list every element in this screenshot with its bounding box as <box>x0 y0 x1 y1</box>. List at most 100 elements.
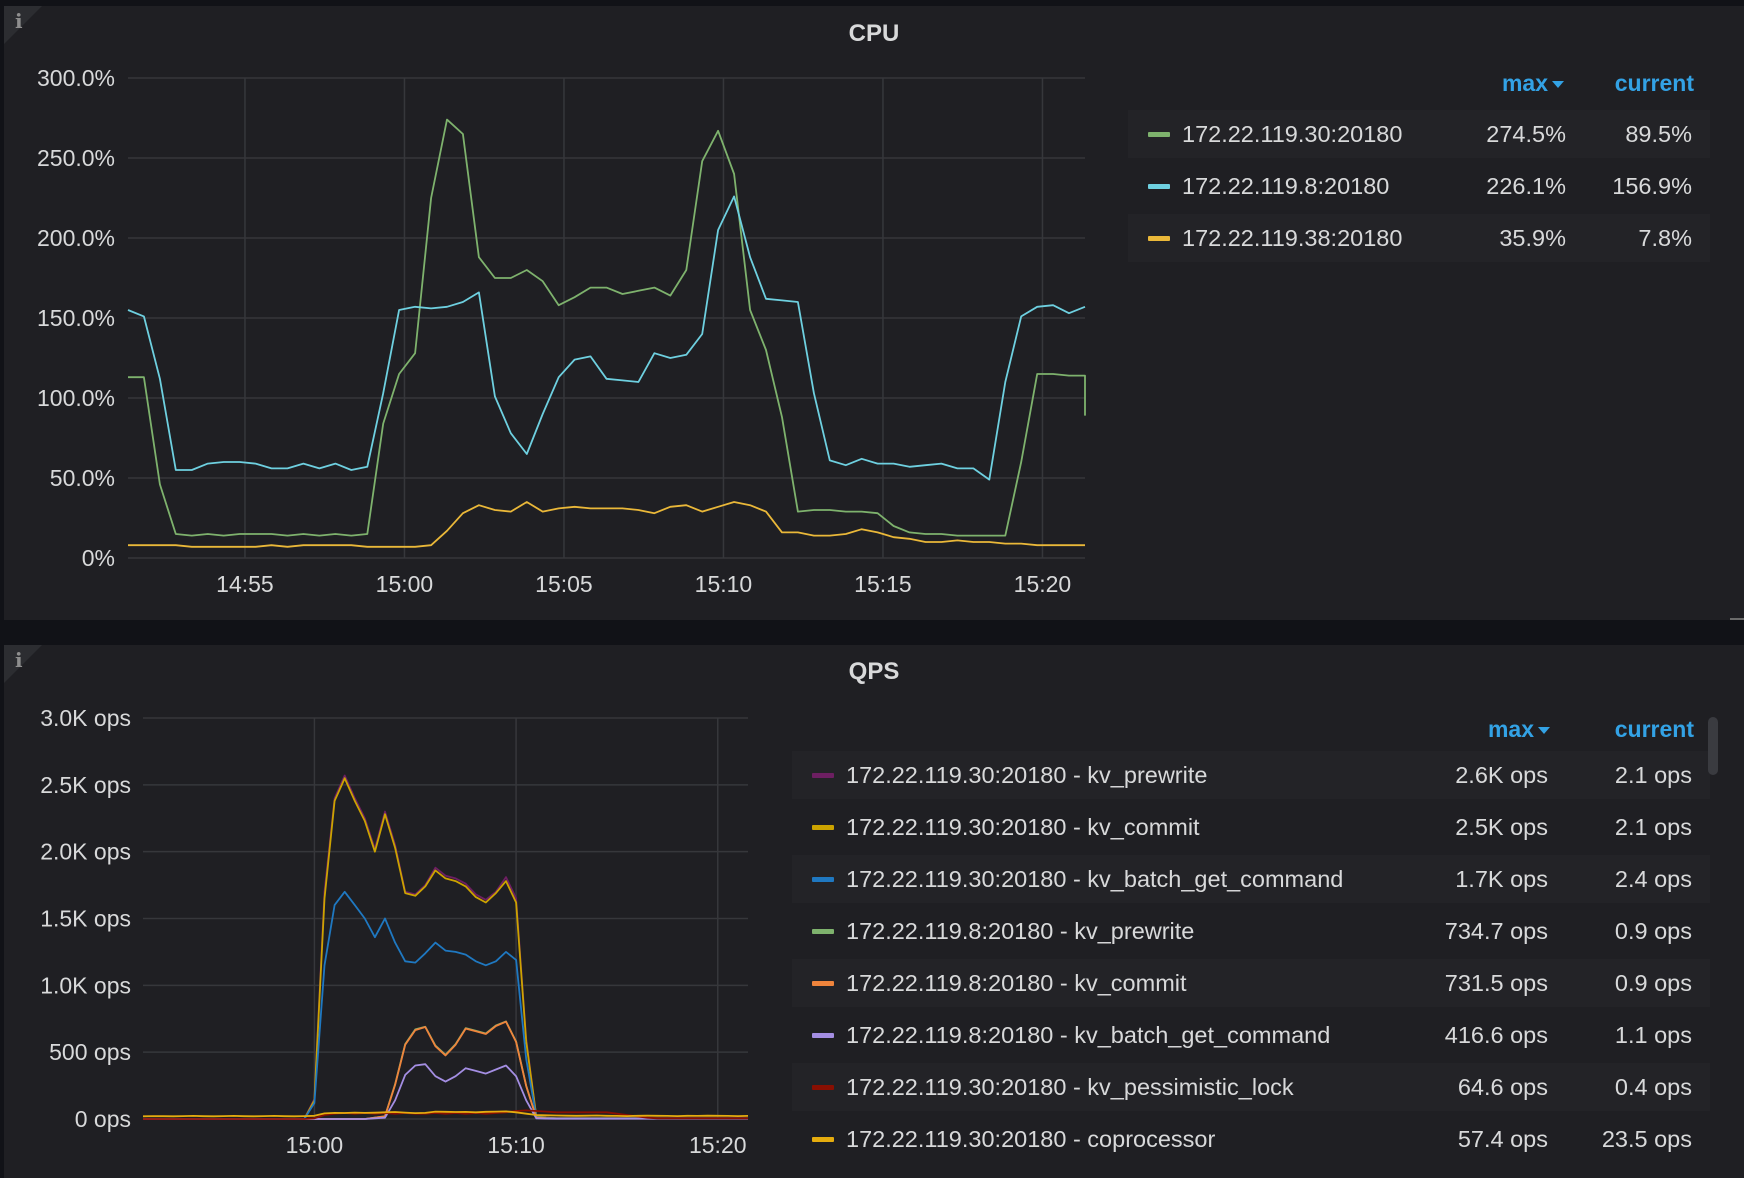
y-tick-label: 200.0% <box>37 225 115 251</box>
x-tick-label: 15:05 <box>535 571 593 597</box>
legend-current-value: 89.5% <box>1625 121 1692 147</box>
info-icon[interactable]: i <box>15 648 23 672</box>
legend-series-name[interactable]: 172.22.119.30:20180 - kv_commit <box>846 814 1200 840</box>
legend-row[interactable]: 172.22.119.30:20180 - kv_commit 2.5K ops 2… <box>792 803 1710 851</box>
legend-row[interactable]: 172.22.119.8:20180 226.1% 156.9% <box>1128 162 1710 210</box>
legend-max-value: 2.6K ops <box>1455 762 1548 788</box>
legend-series-name[interactable]: 172.22.119.8:20180 - kv_prewrite <box>846 918 1195 944</box>
x-tick-label: 15:10 <box>487 1132 545 1158</box>
legend-max-value: 35.9% <box>1499 225 1566 251</box>
series-line[interactable] <box>127 195 1086 481</box>
panel-info-corner[interactable] <box>4 6 42 44</box>
legend-series-name[interactable]: 172.22.119.30:20180 <box>1182 121 1403 147</box>
x-tick-label: 15:20 <box>689 1132 747 1158</box>
legend-color-swatch[interactable] <box>812 1085 834 1090</box>
y-tick-label: 0 ops <box>75 1106 131 1132</box>
y-tick-label: 100.0% <box>37 385 115 411</box>
y-tick-label: 250.0% <box>37 145 115 171</box>
grid <box>143 717 748 1120</box>
legend-row[interactable]: 172.22.119.30:20180 - coprocessor 57.4 op… <box>792 1115 1710 1163</box>
series-line[interactable] <box>128 118 1086 537</box>
legend-series-name[interactable]: 172.22.119.8:20180 <box>1182 173 1390 199</box>
panel-title[interactable]: CPU <box>848 20 900 47</box>
legend-row[interactable]: 172.22.119.38:20180 35.9% 7.8% <box>1128 214 1710 262</box>
legend-current-value: 2.1 ops <box>1614 814 1692 840</box>
legend-row[interactable]: 172.22.119.8:20180 - kv_commit 731.5 ops 0… <box>792 959 1710 1007</box>
series-line[interactable] <box>142 1110 749 1118</box>
legend-max-value: 1.7K ops <box>1455 866 1548 892</box>
legend-row[interactable]: 172.22.119.30:20180 - kv_batch_get_comma… <box>792 855 1710 903</box>
y-tick-label: 0% <box>82 545 115 571</box>
series-line[interactable] <box>143 1063 748 1120</box>
legend-scrollbar[interactable] <box>1708 717 1718 775</box>
legend-color-swatch[interactable] <box>812 773 834 778</box>
panel-resize-handle[interactable] <box>1730 618 1744 620</box>
legend-row[interactable]: 172.22.119.8:20180 - kv_batch_get_comman… <box>792 1011 1710 1059</box>
legend-color-swatch[interactable] <box>812 929 834 934</box>
legend-color-swatch[interactable] <box>812 825 834 830</box>
legend-current-value: 1.1 ops <box>1614 1022 1692 1048</box>
legend-series-name[interactable]: 172.22.119.38:20180 <box>1182 225 1403 251</box>
legend-max-value: 2.5K ops <box>1455 814 1548 840</box>
legend-max-value: 64.6 ops <box>1457 1074 1548 1100</box>
panel-title[interactable]: QPS <box>848 658 900 685</box>
legend-color-swatch[interactable] <box>812 1137 834 1142</box>
legend-current-value: 23.5 ops <box>1601 1126 1692 1152</box>
legend-color-swatch[interactable] <box>812 1033 834 1038</box>
x-tick-label: 15:00 <box>376 571 434 597</box>
grid <box>128 77 1085 559</box>
legend-color-swatch[interactable] <box>812 877 834 882</box>
cpu-panel: i CPU 0% 50.0% 100.0% 150.0% 200.0% 250.0% 300… <box>4 6 1744 620</box>
series-line[interactable] <box>143 777 748 1120</box>
legend-color-swatch[interactable] <box>812 981 834 986</box>
series-line[interactable] <box>143 774 748 1120</box>
series-line[interactable] <box>128 501 1085 548</box>
y-tick-label: 3.0K ops <box>40 705 131 731</box>
legend-series-name[interactable]: 172.22.119.8:20180 - kv_commit <box>846 970 1187 996</box>
series-line[interactable] <box>143 1109 748 1120</box>
legend-series-name[interactable]: 172.22.119.30:20180 - kv_batch_get_comma… <box>846 866 1344 892</box>
x-tick-label: 15:15 <box>854 571 912 597</box>
legend-series-name[interactable]: 172.22.119.30:20180 - kv_pessimistic_loc… <box>846 1074 1294 1100</box>
qps-chart[interactable]: 0 ops 500 ops 1.0K ops 1.5K ops 2.0K ops 2.5K… <box>4 645 1744 1178</box>
qps-panel: i QPS 0 ops 500 ops 1.0K ops 1.5K ops 2.0K o… <box>4 645 1744 1178</box>
legend-header-current[interactable]: current <box>1614 716 1694 742</box>
y-tick-label: 1.0K ops <box>40 972 131 998</box>
x-tick-label: 15:20 <box>1014 571 1072 597</box>
sort-desc-icon <box>1538 727 1550 735</box>
legend-max-value: 731.5 ops <box>1444 970 1548 996</box>
info-icon[interactable]: i <box>15 9 23 33</box>
x-tick-label: 15:10 <box>695 571 753 597</box>
series-line[interactable] <box>143 1020 748 1120</box>
x-tick-label: 15:00 <box>286 1132 344 1158</box>
legend-series-name[interactable]: 172.22.119.30:20180 - kv_prewrite <box>846 762 1208 788</box>
series-line[interactable] <box>143 890 748 1120</box>
y-tick-label: 2.5K ops <box>40 772 131 798</box>
legend-color-swatch[interactable] <box>1148 236 1170 241</box>
legend-header-max[interactable]: max <box>1434 70 1564 97</box>
y-tick-label: 50.0% <box>50 465 115 491</box>
y-tick-label: 500 ops <box>49 1039 131 1065</box>
legend-series-name[interactable]: 172.22.119.8:20180 - kv_batch_get_comman… <box>846 1022 1331 1048</box>
y-tick-label: 1.5K ops <box>40 906 131 932</box>
legend-header-max[interactable]: max <box>1418 716 1550 743</box>
legend-header-current[interactable]: current <box>1614 70 1694 96</box>
legend-max-value: 416.6 ops <box>1444 1022 1548 1048</box>
legend-max-value: 274.5% <box>1486 121 1566 147</box>
legend-row[interactable]: 172.22.119.30:20180 274.5% 89.5% <box>1128 110 1710 158</box>
legend-max-value: 734.7 ops <box>1444 918 1548 944</box>
series-line[interactable] <box>143 1020 748 1120</box>
legend-row[interactable]: 172.22.119.30:20180 - kv_pessimistic_loc… <box>792 1063 1710 1111</box>
legend-series-name[interactable]: 172.22.119.30:20180 - coprocessor <box>846 1126 1216 1152</box>
legend-max-value: 57.4 ops <box>1457 1126 1548 1152</box>
sort-desc-icon <box>1552 81 1564 89</box>
legend-row[interactable]: 172.22.119.8:20180 - kv_prewrite 734.7 op… <box>792 907 1710 955</box>
cpu-chart[interactable]: 0% 50.0% 100.0% 150.0% 200.0% 250.0% 300.0% 14:… <box>4 6 1744 620</box>
legend-row[interactable]: 172.22.119.30:20180 - kv_prewrite 2.6K op… <box>792 751 1710 799</box>
y-tick-label: 300.0% <box>37 65 115 91</box>
panel-info-corner[interactable] <box>4 645 42 683</box>
legend-current-value: 2.1 ops <box>1614 762 1692 788</box>
legend-color-swatch[interactable] <box>1148 132 1170 137</box>
legend-current-value: 2.4 ops <box>1614 866 1692 892</box>
legend-color-swatch[interactable] <box>1148 184 1170 189</box>
